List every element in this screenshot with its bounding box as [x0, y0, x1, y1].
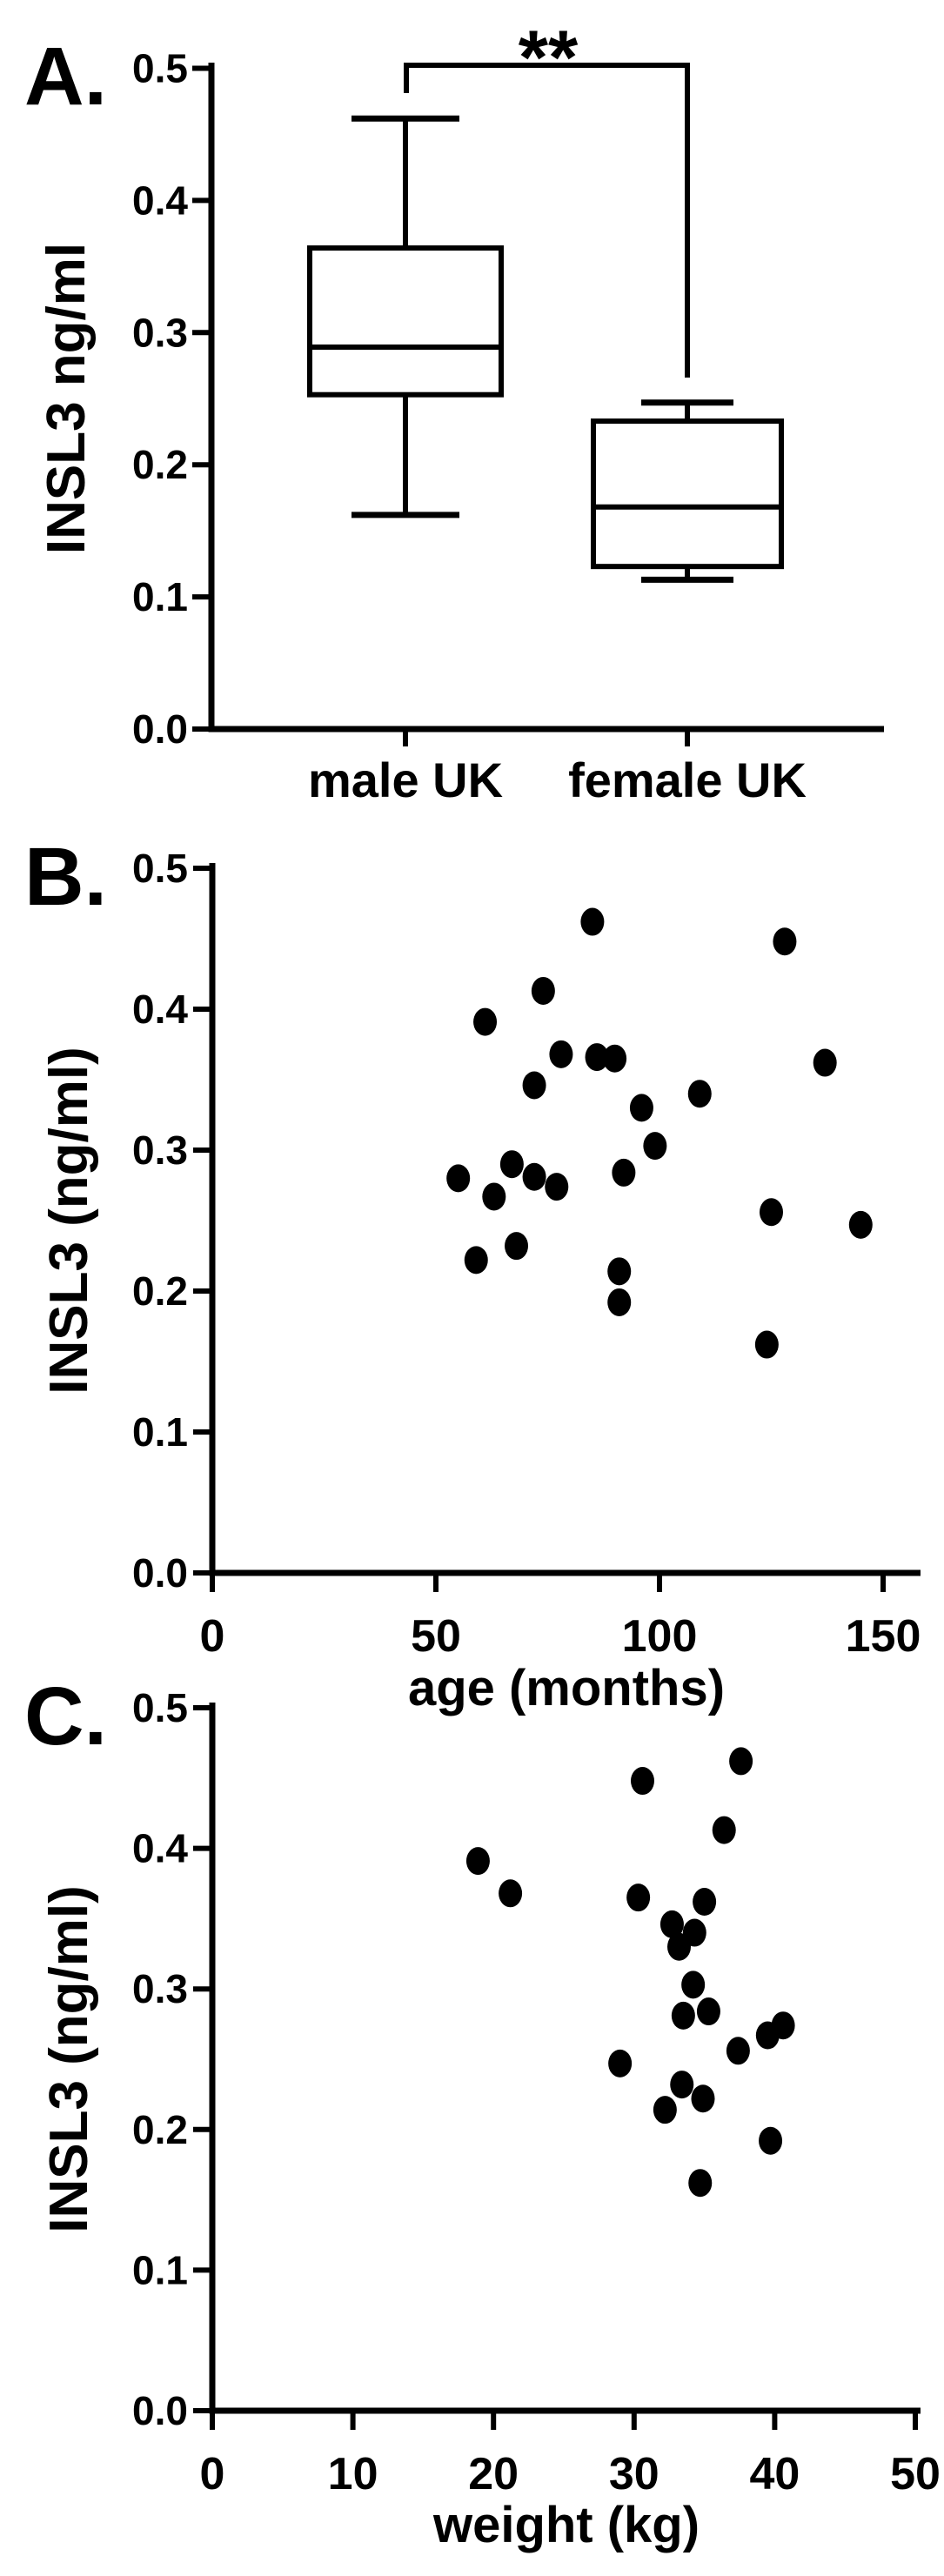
category-label-female-uk: female UK — [568, 753, 807, 807]
data-point — [848, 1210, 873, 1239]
x-tick-label: 0 — [200, 1611, 225, 1662]
y-tick-label: 0.0 — [132, 1550, 188, 1596]
y-tick-label: 0.2 — [132, 442, 188, 487]
y-tick-label: 0.1 — [132, 2247, 188, 2292]
data-point — [473, 1007, 498, 1036]
data-point — [607, 1257, 632, 1286]
y-tick-label: 0.3 — [132, 1966, 188, 2011]
data-point — [667, 1932, 692, 1961]
data-point — [726, 2037, 750, 2065]
x-tick-label: 100 — [622, 1611, 698, 1662]
significance-bracket — [404, 63, 690, 378]
data-point — [612, 1158, 636, 1187]
x-tick-label: 40 — [749, 2449, 800, 2499]
data-point — [482, 1182, 506, 1211]
data-point — [760, 1198, 783, 1227]
data-point — [653, 2096, 677, 2124]
y-tick-label: 0.4 — [132, 987, 188, 1032]
data-point — [773, 927, 797, 956]
iqr-box — [307, 245, 504, 398]
x-tick-label: 50 — [411, 1611, 461, 1662]
data-point — [499, 1150, 524, 1179]
data-point — [670, 2071, 694, 2099]
data-point — [607, 1288, 632, 1316]
x-tick-label: 0 — [200, 2449, 225, 2499]
data-point — [681, 1970, 706, 1999]
data-points — [465, 1747, 795, 2198]
data-point — [755, 2021, 780, 2050]
data-point — [465, 1847, 490, 1876]
y-tick-label: 0.4 — [132, 177, 188, 223]
y-tick-label: 0.0 — [132, 706, 188, 752]
y-tick-label: 0.3 — [132, 1127, 188, 1173]
data-point — [522, 1071, 546, 1100]
category-label-male-uk: male UK — [308, 753, 503, 807]
data-point — [671, 2001, 695, 2030]
data-points — [446, 907, 873, 1359]
data-point — [754, 1330, 779, 1359]
panel-b-scatter-age: 0.0 0.1 0.2 0.3 0.4 0.5 0 50 100 150 age (months) I… — [24, 831, 921, 1716]
data-point — [446, 1164, 471, 1193]
y-tick-label: 0.0 — [132, 2388, 188, 2433]
data-point — [712, 1816, 736, 1844]
iqr-box — [591, 418, 784, 570]
y-tick-label: 0.5 — [132, 846, 188, 891]
x-tick-label: 150 — [846, 1611, 921, 1662]
data-point — [580, 907, 605, 936]
x-axis-title: weight (kg) — [432, 2497, 700, 2553]
data-point — [687, 1080, 712, 1108]
data-point — [759, 2126, 783, 2155]
data-point — [531, 976, 555, 1005]
y-tick-label: 0.5 — [132, 46, 188, 91]
y-tick-label: 0.5 — [132, 1685, 188, 1730]
data-point — [626, 1883, 651, 1912]
y-tick-label: 0.3 — [132, 310, 188, 355]
data-point — [549, 1040, 573, 1068]
panel-letter-c: C. — [24, 1670, 107, 1763]
panel-letter-b: B. — [24, 831, 107, 923]
data-point — [545, 1173, 569, 1201]
data-point — [608, 2049, 633, 2078]
y-tick-label: 0.2 — [132, 1268, 188, 1314]
data-point — [505, 1232, 529, 1261]
x-tick-label: 10 — [328, 2449, 378, 2499]
data-point — [659, 1910, 684, 1938]
data-point — [585, 1043, 609, 1072]
data-point — [813, 1048, 837, 1077]
data-point — [603, 1044, 627, 1073]
panel-a-boxplot: 0.0 0.1 0.2 0.3 0.4 0.5 male UK female UK ** A. IN… — [24, 14, 884, 807]
panel-letter-a: A. — [24, 30, 107, 123]
data-point — [696, 1997, 720, 2026]
x-tick-label: 20 — [468, 2449, 519, 2499]
box-plot-male-uk — [307, 115, 504, 519]
significance-label: ** — [519, 14, 579, 100]
y-tick-label: 0.2 — [132, 2107, 188, 2152]
x-tick-label: 50 — [890, 2449, 941, 2499]
data-point — [693, 1888, 717, 1917]
y-axis-title: INSL3 (ng/ml) — [39, 1885, 99, 2233]
y-axis-title: INSL3 ng/ml — [37, 243, 97, 554]
data-point — [629, 1094, 653, 1122]
x-tick-label: 30 — [609, 2449, 659, 2499]
data-point — [691, 2084, 715, 2113]
data-point — [643, 1132, 667, 1161]
panel-c-scatter-weight: 0.0 0.1 0.2 0.3 0.4 0.5 0 10 20 30 40 50 weight (kg)… — [24, 1670, 941, 2553]
data-point — [729, 1747, 753, 1776]
data-point — [499, 1879, 523, 1908]
y-tick-label: 0.1 — [132, 1409, 188, 1455]
box-plot-female-uk — [591, 399, 784, 583]
x-axis-title: age (months) — [408, 1660, 725, 1716]
y-axis-title: INSL3 (ng/ml) — [39, 1047, 99, 1395]
y-tick-label: 0.4 — [132, 1826, 188, 1871]
data-point — [630, 1767, 654, 1796]
data-point — [522, 1162, 546, 1191]
data-point — [464, 1246, 488, 1275]
data-point — [688, 2169, 713, 2198]
y-tick-label: 0.1 — [132, 574, 188, 619]
